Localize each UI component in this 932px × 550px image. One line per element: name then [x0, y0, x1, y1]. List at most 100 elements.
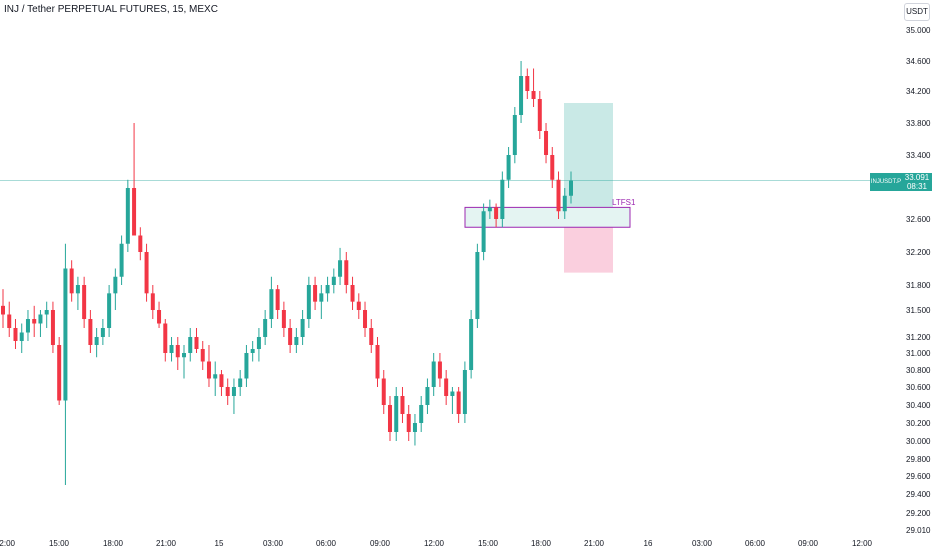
candle-body	[431, 361, 436, 387]
x-tick-label: 15:00	[49, 539, 70, 548]
y-tick-label: 32.200	[906, 248, 931, 257]
candle-body	[200, 349, 205, 362]
y-tick-label: 29.200	[906, 509, 931, 518]
candle-body	[331, 276, 336, 285]
candle-body	[506, 155, 511, 180]
x-tick-label: 09:00	[370, 539, 391, 548]
candle-body	[275, 289, 280, 310]
candle-body	[7, 314, 12, 328]
candle-body	[500, 179, 505, 219]
candle-body	[82, 285, 87, 319]
candle-body	[38, 314, 43, 324]
price-tag-countdown: 08:31	[906, 182, 928, 191]
y-tick-label: 31.500	[906, 306, 931, 315]
x-tick-label: 09:00	[798, 539, 819, 548]
candle-body	[294, 337, 299, 345]
candle-body	[469, 319, 474, 370]
candle-body	[288, 328, 293, 345]
y-tick-label: 29.800	[906, 455, 931, 464]
candle-body	[381, 378, 386, 405]
candle-body	[562, 195, 567, 212]
x-tick-label: 03:00	[263, 539, 284, 548]
candle-body	[319, 293, 324, 302]
candle-body	[419, 405, 424, 423]
candle-body	[412, 423, 417, 432]
candle-body	[44, 310, 49, 315]
candle-body	[387, 405, 392, 432]
candle-body	[406, 414, 411, 432]
candle-body	[444, 378, 449, 396]
candle-body	[356, 301, 361, 310]
candle-body	[213, 374, 218, 379]
candle-body	[450, 391, 455, 396]
x-tick-label: 03:00	[692, 539, 713, 548]
candle-body	[25, 319, 30, 333]
y-tick-label: 31.800	[906, 281, 931, 290]
candle-body	[350, 285, 355, 302]
y-tick-label: 34.600	[906, 57, 931, 66]
candle-body	[494, 207, 499, 219]
x-tick-label: 18:00	[531, 539, 552, 548]
candle-body	[531, 91, 536, 99]
candle-body	[338, 260, 343, 277]
candle-body	[69, 268, 74, 294]
price-axis: 35.00034.60034.20033.80033.40033.00032.6…	[906, 26, 931, 535]
zone-label: LTFS1	[612, 198, 636, 207]
y-tick-label: 29.600	[906, 472, 931, 481]
candle-body	[94, 337, 99, 345]
candle-body	[219, 374, 224, 387]
candle-body	[169, 345, 174, 353]
y-tick-label: 31.000	[906, 349, 931, 358]
candle-body	[206, 361, 211, 379]
candle-body	[300, 319, 305, 337]
candle-body	[487, 207, 492, 212]
candle-body	[263, 319, 268, 337]
y-tick-label: 33.400	[906, 151, 931, 160]
candle-body	[125, 188, 130, 244]
candle-body	[194, 337, 199, 349]
stop-zone	[564, 227, 613, 273]
candle-body	[225, 387, 230, 396]
candle-body	[119, 243, 124, 277]
x-tick-label: 12:00	[424, 539, 445, 548]
candle-body	[537, 99, 542, 131]
entry-zone[interactable]	[464, 206, 631, 228]
candle-body	[481, 211, 486, 252]
candle-body	[569, 180, 573, 196]
y-tick-label: 31.200	[906, 333, 931, 342]
x-tick-label: 21:00	[156, 539, 177, 548]
candle-body	[462, 370, 467, 414]
candle-body	[269, 289, 274, 319]
candle-body	[13, 328, 18, 341]
chart-title: INJ / Tether PERPETUAL FUTURES, 15, MEXC	[4, 4, 218, 15]
candle-body	[32, 319, 37, 324]
y-tick-label: 30.200	[906, 419, 931, 428]
candle-body	[75, 285, 80, 294]
price-tag-price: 33.091	[904, 173, 930, 182]
candle-body	[150, 293, 155, 310]
candles	[1, 61, 573, 485]
candle-body	[306, 285, 311, 319]
candle-body	[175, 345, 180, 358]
candle-body	[1, 305, 5, 315]
x-tick-label: 21:00	[584, 539, 605, 548]
x-tick-label: 15:00	[478, 539, 499, 548]
price-tag-symbol: INJUSDT.P	[870, 173, 902, 191]
candle-body	[456, 391, 461, 414]
time-axis: 12:00 15:00 18:00 21:00 15 03:00 06:00 09:00 12:…	[0, 539, 873, 548]
currency-button[interactable]: USDT	[904, 3, 930, 21]
candle-body	[244, 353, 249, 379]
y-tick-label: 35.000	[906, 26, 931, 35]
candle-body	[57, 345, 62, 401]
candle-body	[238, 378, 243, 387]
candle-body	[19, 332, 24, 341]
x-tick-label: 06:00	[745, 539, 766, 548]
candle-body	[138, 235, 143, 252]
candle-body	[182, 353, 187, 358]
y-tick-label: 29.400	[906, 490, 931, 499]
x-tick-label: 18:00	[103, 539, 124, 548]
y-tick-label: 33.800	[906, 119, 931, 128]
candle-body	[144, 252, 149, 294]
candle-body	[250, 349, 255, 353]
